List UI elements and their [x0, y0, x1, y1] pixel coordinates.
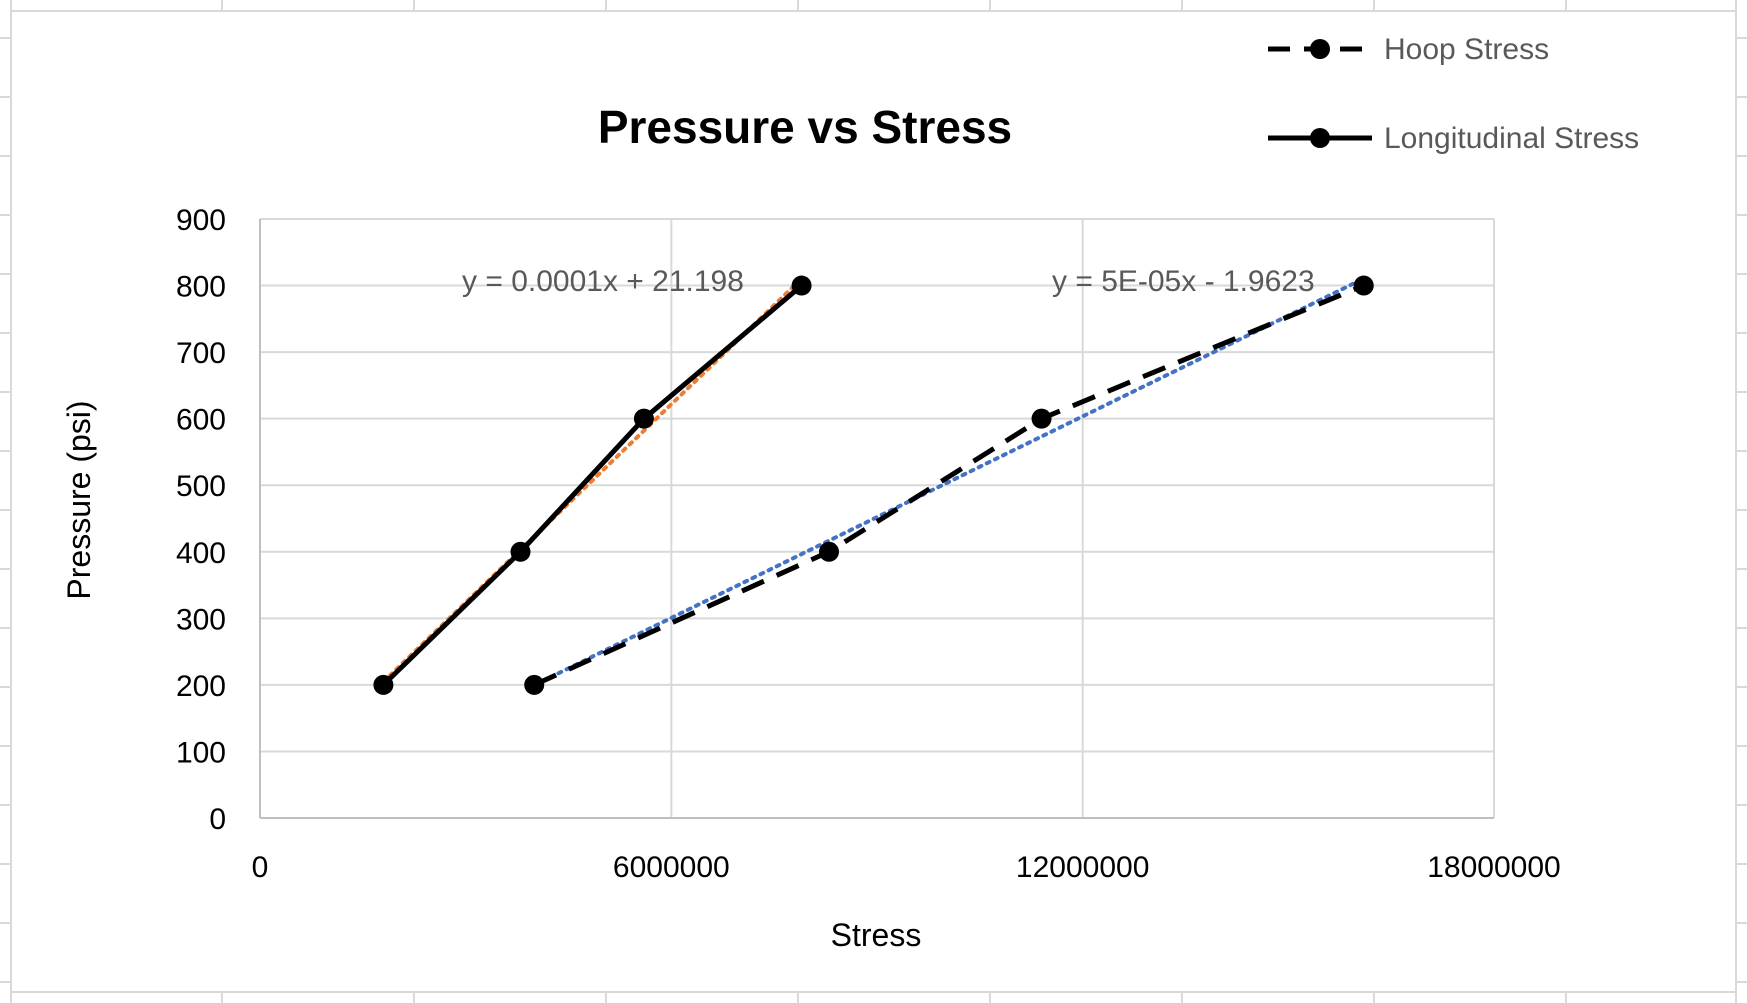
y-axis-title: Pressure (psi)	[61, 400, 97, 599]
series-line-hoop	[533, 283, 1365, 688]
data-markers	[373, 275, 1374, 695]
data-point-hoop	[1353, 275, 1374, 296]
data-point-longitudinal	[791, 275, 812, 296]
trendline-hoop	[532, 276, 1366, 688]
legend-marker-icon	[1310, 39, 1330, 59]
chart-border	[10, 10, 1737, 993]
y-tick-label: 400	[176, 537, 226, 570]
legend-label-hoop: Hoop Stress	[1384, 33, 1549, 66]
y-tick-label: 600	[176, 404, 226, 437]
legend[interactable]: Hoop Stress Longitudinal Stress	[1268, 33, 1639, 155]
data-point-longitudinal	[510, 541, 531, 562]
legend-marker-icon	[1310, 128, 1330, 148]
x-axis-title: Stress	[831, 917, 922, 953]
data-point-hoop	[1031, 408, 1052, 429]
legend-item-longitudinal[interactable]: Longitudinal Stress	[1268, 122, 1639, 155]
data-point-longitudinal	[633, 408, 654, 429]
trendlines	[381, 276, 1366, 688]
y-tick-label: 0	[209, 803, 226, 836]
trendline-equation-hoop: y = 5E-05x - 1.9623	[1052, 265, 1315, 298]
trendline-longitudinal	[381, 276, 804, 684]
x-tick-label: 18000000	[1427, 851, 1560, 884]
series-lines	[381, 283, 1365, 688]
y-tick-label: 100	[176, 736, 226, 769]
series-line-longitudinal	[381, 283, 804, 687]
y-tick-label: 300	[176, 603, 226, 636]
y-tick-label: 800	[176, 271, 226, 304]
data-point-longitudinal	[373, 674, 394, 695]
x-tick-label: 0	[252, 851, 269, 884]
legend-item-hoop[interactable]: Hoop Stress	[1268, 33, 1549, 66]
trendline-equation-longitudinal: y = 0.0001x + 21.198	[462, 265, 744, 298]
x-tick-label: 12000000	[1016, 851, 1149, 884]
gridlines	[259, 218, 1495, 819]
y-tick-label: 200	[176, 670, 226, 703]
tick-labels: 0 100 200 300 400 500 600 700 800 900 0 6000000 1200…	[176, 204, 1561, 884]
y-tick-label: 900	[176, 204, 226, 237]
y-tick-label: 700	[176, 337, 226, 370]
y-tick-label: 500	[176, 470, 226, 503]
legend-label-longitudinal: Longitudinal Stress	[1384, 122, 1639, 155]
x-tick-label: 6000000	[613, 851, 730, 884]
data-point-hoop	[819, 541, 840, 562]
data-point-hoop	[524, 674, 545, 695]
chart-title: Pressure vs Stress	[598, 101, 1012, 153]
